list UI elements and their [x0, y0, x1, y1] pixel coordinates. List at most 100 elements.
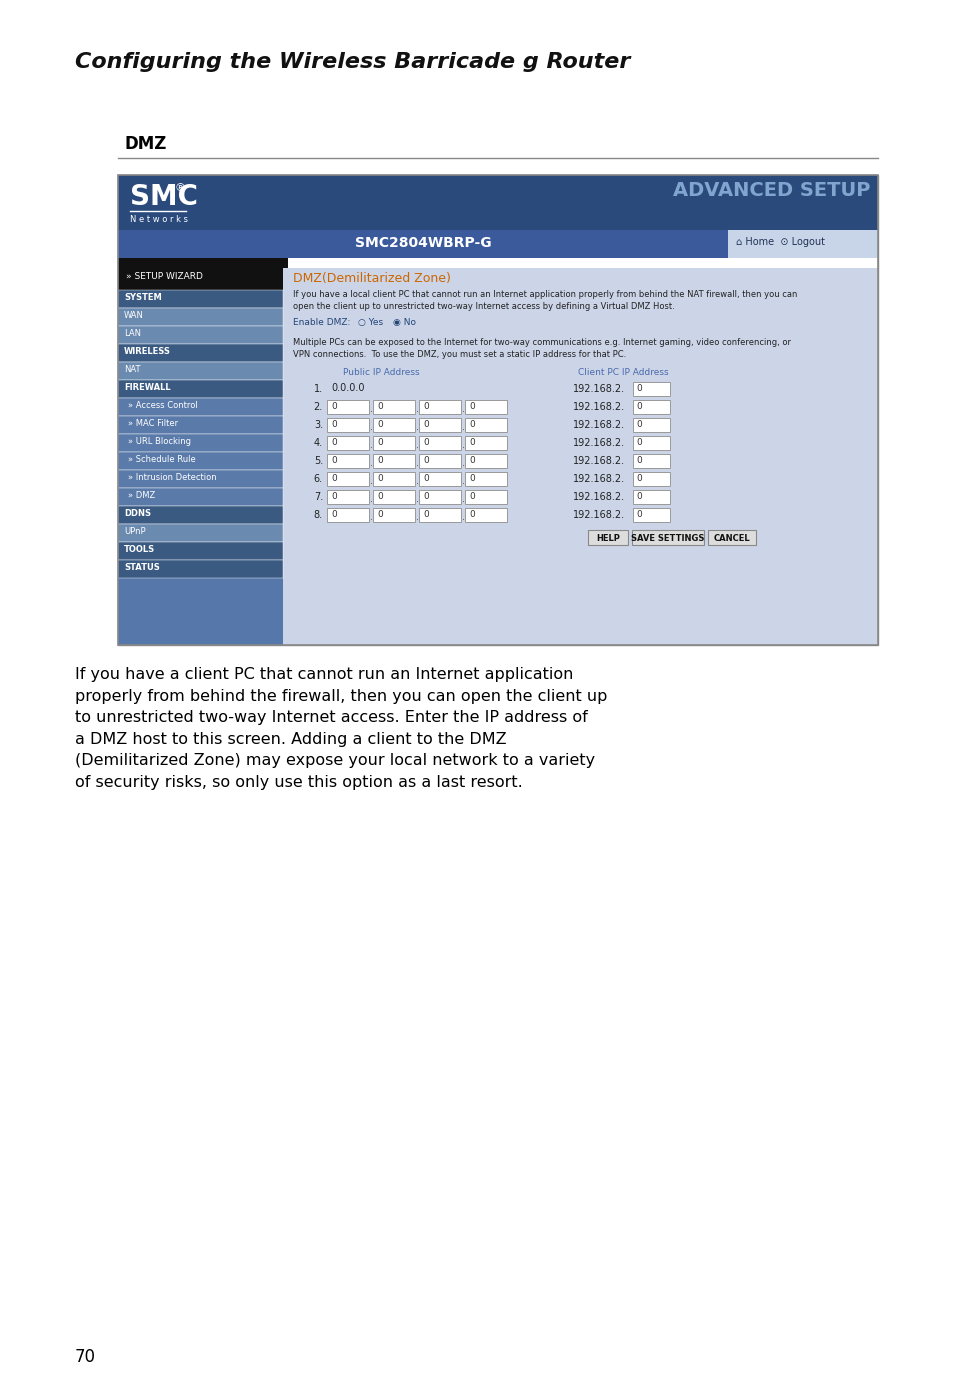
Text: 0: 0: [376, 457, 382, 465]
Text: .: .: [370, 458, 373, 468]
Bar: [327, 490, 369, 504]
Text: 0: 0: [422, 421, 428, 429]
Text: UPnP: UPnP: [124, 527, 146, 536]
Bar: [118, 175, 877, 230]
Text: 0: 0: [422, 457, 428, 465]
Text: .: .: [370, 404, 373, 414]
Text: .: .: [370, 422, 373, 432]
Bar: [373, 418, 415, 432]
Bar: [118, 559, 283, 577]
Text: 0: 0: [469, 421, 475, 429]
Bar: [118, 290, 283, 308]
Bar: [373, 508, 415, 522]
Bar: [118, 230, 877, 258]
Bar: [633, 400, 669, 414]
Text: .: .: [461, 512, 464, 522]
Text: 0: 0: [376, 473, 382, 483]
Bar: [418, 400, 460, 414]
Text: .: .: [461, 440, 464, 450]
Text: .: .: [461, 494, 464, 504]
Bar: [418, 436, 460, 450]
Text: 0: 0: [422, 473, 428, 483]
Text: SYSTEM: SYSTEM: [124, 293, 162, 303]
Text: 3.: 3.: [314, 421, 323, 430]
Text: DMZ: DMZ: [125, 135, 167, 153]
Bar: [118, 471, 283, 489]
Text: 5.: 5.: [314, 457, 323, 466]
Text: .: .: [416, 404, 418, 414]
Text: Multiple PCs can be exposed to the Internet for two-way communications e.g. Inte: Multiple PCs can be exposed to the Inter…: [293, 339, 790, 359]
Text: .: .: [416, 494, 418, 504]
Bar: [418, 454, 460, 468]
Text: 6.: 6.: [314, 473, 323, 484]
Bar: [418, 418, 460, 432]
Text: 0: 0: [469, 491, 475, 501]
Text: 70: 70: [75, 1348, 96, 1366]
Text: 0: 0: [331, 491, 336, 501]
Text: 2.: 2.: [314, 403, 323, 412]
Text: 0: 0: [636, 384, 641, 393]
Text: 0: 0: [331, 439, 336, 447]
Text: .: .: [416, 476, 418, 486]
Text: 4.: 4.: [314, 439, 323, 448]
Bar: [118, 258, 288, 268]
Bar: [464, 400, 506, 414]
Text: 0: 0: [636, 403, 641, 411]
Text: NAT: NAT: [124, 365, 140, 373]
Text: ®: ®: [174, 183, 186, 193]
Text: 8.: 8.: [314, 509, 323, 520]
Text: » DMZ: » DMZ: [128, 491, 155, 500]
Text: .: .: [416, 512, 418, 522]
Text: 0: 0: [636, 457, 641, 465]
Bar: [633, 490, 669, 504]
Bar: [327, 400, 369, 414]
Bar: [373, 454, 415, 468]
Text: 192.168.2.: 192.168.2.: [573, 491, 624, 502]
Bar: [118, 416, 283, 434]
Text: 0: 0: [331, 509, 336, 519]
Bar: [118, 452, 283, 471]
Text: 0: 0: [636, 421, 641, 429]
Bar: [373, 472, 415, 486]
Text: 0: 0: [469, 403, 475, 411]
Text: » Schedule Rule: » Schedule Rule: [128, 455, 195, 464]
Bar: [633, 382, 669, 396]
Bar: [464, 508, 506, 522]
Text: DDNS: DDNS: [124, 509, 151, 518]
Text: If you have a client PC that cannot run an Internet application
properly from be: If you have a client PC that cannot run …: [75, 668, 607, 790]
Text: .: .: [370, 494, 373, 504]
Text: 192.168.2.: 192.168.2.: [573, 457, 624, 466]
Text: 0: 0: [422, 439, 428, 447]
Text: ○ Yes: ○ Yes: [357, 318, 383, 328]
Text: CANCEL: CANCEL: [713, 534, 749, 543]
Bar: [633, 454, 669, 468]
Text: STATUS: STATUS: [124, 564, 159, 572]
Bar: [118, 398, 283, 416]
Text: N e t w o r k s: N e t w o r k s: [130, 215, 188, 223]
Bar: [633, 418, 669, 432]
Text: FIREWALL: FIREWALL: [124, 383, 171, 391]
Text: Public IP Address: Public IP Address: [343, 368, 419, 378]
Text: » Intrusion Detection: » Intrusion Detection: [128, 473, 216, 482]
Text: 192.168.2.: 192.168.2.: [573, 403, 624, 412]
Bar: [633, 508, 669, 522]
Text: » SETUP WIZARD: » SETUP WIZARD: [126, 272, 203, 280]
Text: .: .: [461, 404, 464, 414]
Text: 192.168.2.: 192.168.2.: [573, 421, 624, 430]
Text: 0: 0: [422, 491, 428, 501]
Text: .: .: [416, 440, 418, 450]
Bar: [327, 508, 369, 522]
Text: ⌂ Home  ⊙ Logout: ⌂ Home ⊙ Logout: [735, 237, 824, 247]
Text: » URL Blocking: » URL Blocking: [128, 437, 191, 446]
Bar: [327, 418, 369, 432]
Bar: [118, 175, 877, 645]
Text: 0: 0: [376, 421, 382, 429]
Text: 0: 0: [636, 509, 641, 519]
Bar: [118, 362, 283, 380]
Text: LAN: LAN: [124, 329, 141, 339]
Text: SAVE SETTINGS: SAVE SETTINGS: [631, 534, 704, 543]
Bar: [327, 472, 369, 486]
Text: 192.168.2.: 192.168.2.: [573, 509, 624, 520]
Bar: [418, 472, 460, 486]
Text: .: .: [461, 476, 464, 486]
